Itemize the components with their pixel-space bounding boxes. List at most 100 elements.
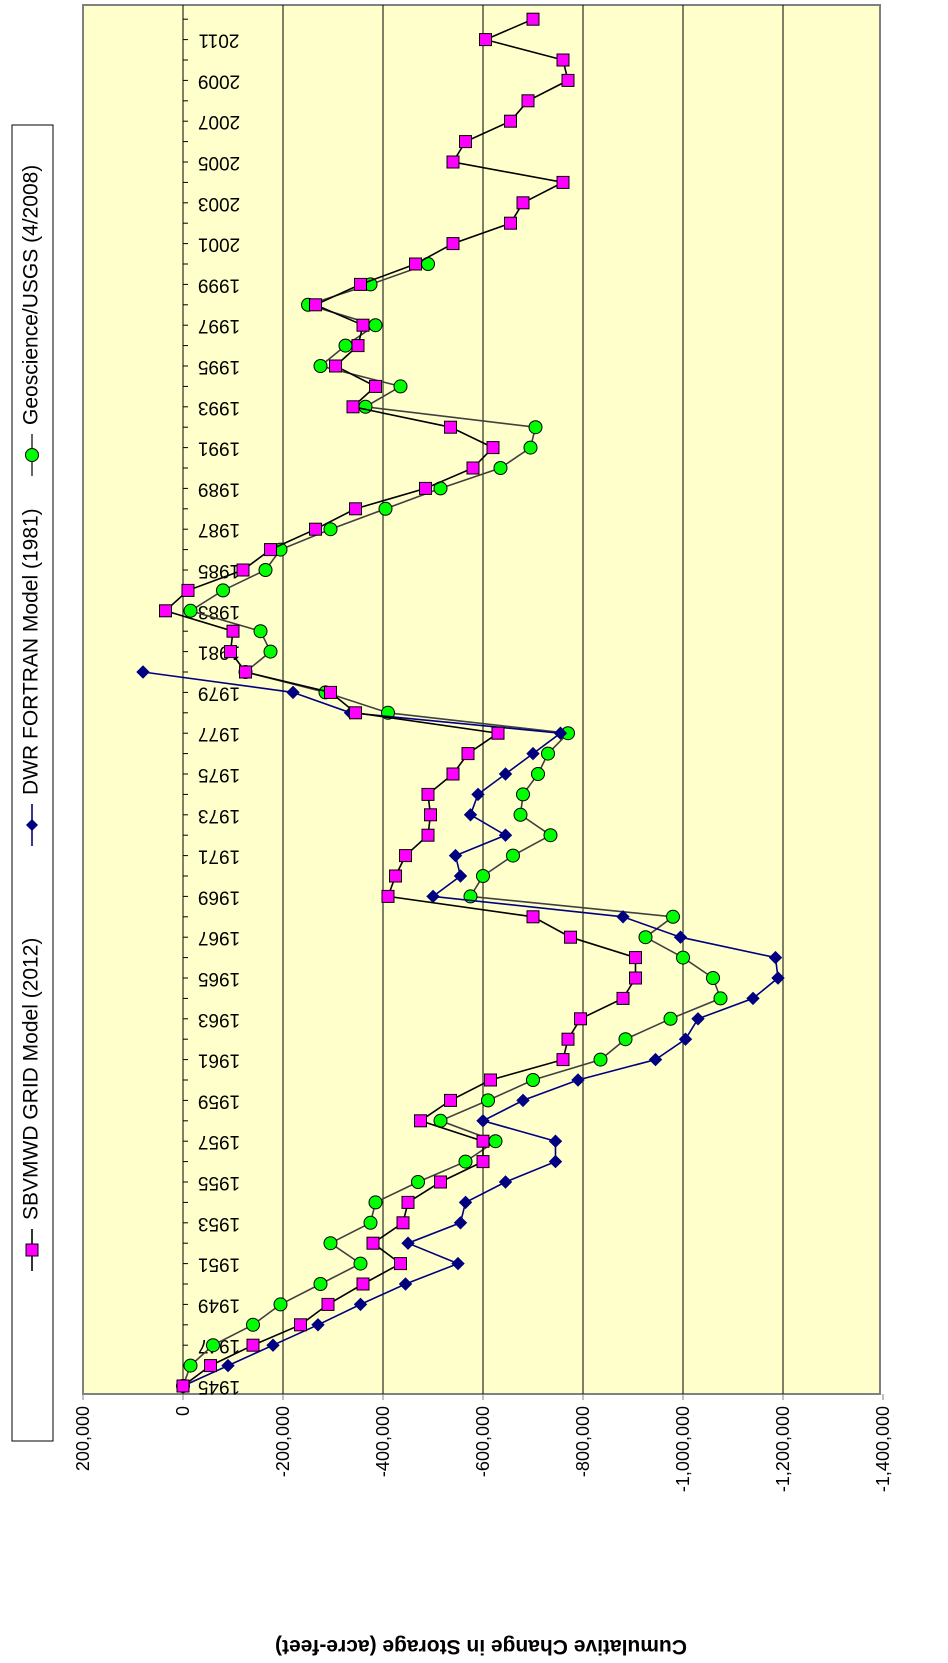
- data-point: [323, 522, 338, 537]
- data-point: [356, 1277, 370, 1291]
- data-point: [771, 971, 785, 985]
- data-point: [349, 502, 362, 516]
- data-point: [421, 787, 435, 801]
- y-axis-title: Cumulative Change in Storage (acre-feet): [275, 1635, 687, 1658]
- data-point: [618, 1032, 633, 1047]
- data-point: [561, 1032, 575, 1046]
- data-point: [183, 1358, 198, 1373]
- data-point: [398, 1277, 413, 1291]
- data-point: [394, 1257, 407, 1271]
- series-2: [136, 665, 785, 1393]
- y-tick-label: -1,000,000: [673, 1406, 693, 1492]
- x-tick-label: 1967: [198, 927, 240, 948]
- data-point: [286, 685, 300, 700]
- y-tick-label: -1,200,000: [773, 1406, 793, 1492]
- legend-box: [11, 124, 54, 1442]
- data-point: [556, 175, 570, 189]
- data-point: [216, 583, 230, 598]
- x-tick-label: 1959: [198, 1090, 240, 1111]
- y-tick-label: -1,400,000: [873, 1406, 893, 1492]
- data-point: [324, 685, 337, 699]
- data-point: [263, 644, 278, 659]
- data-point: [666, 909, 680, 924]
- data-point: [351, 339, 365, 353]
- data-point: [541, 746, 555, 761]
- x-tick-label: 1975: [198, 764, 240, 785]
- data-point: [476, 1114, 490, 1128]
- data-point: [564, 930, 577, 944]
- x-tick-label: 1979: [198, 682, 240, 703]
- data-point: [246, 1317, 260, 1332]
- x-tick-label: 2011: [199, 30, 240, 51]
- data-point: [458, 1154, 473, 1169]
- data-point: [206, 1338, 220, 1353]
- data-point: [516, 787, 530, 802]
- data-point: [446, 237, 460, 251]
- x-tick-label: 1969: [198, 886, 240, 907]
- data-point: [183, 603, 198, 618]
- data-point: [176, 1379, 190, 1393]
- data-point: [548, 1154, 563, 1169]
- data-point: [294, 1318, 307, 1332]
- data-point: [768, 950, 783, 965]
- data-point: [329, 359, 342, 373]
- data-point: [411, 1175, 425, 1189]
- y-axis-title-group: Cumulative Change in Storage (acre-feet): [275, 1635, 687, 1658]
- x-tick-label: 1973: [198, 805, 240, 826]
- data-point: [309, 298, 322, 312]
- data-point: [273, 1297, 288, 1312]
- data-point: [136, 665, 150, 679]
- data-point: [448, 848, 463, 863]
- data-point: [396, 1216, 410, 1230]
- data-point: [571, 1073, 585, 1087]
- data-point: [444, 420, 457, 434]
- data-point: [354, 277, 367, 291]
- series-line: [142, 671, 779, 1387]
- data-point: [556, 53, 570, 67]
- data-point: [488, 1134, 503, 1149]
- data-point: [498, 1175, 513, 1189]
- data-point: [486, 441, 500, 455]
- data-point: [363, 1215, 378, 1230]
- data-point: [526, 1073, 540, 1087]
- data-point: [421, 828, 435, 842]
- data-point: [446, 155, 460, 169]
- data-point: [434, 1175, 447, 1189]
- y-tick-label: -400,000: [373, 1406, 393, 1477]
- x-tick-label: 1963: [198, 1009, 240, 1030]
- data-point: [221, 1358, 235, 1373]
- x-tick-label: 2009: [198, 70, 240, 91]
- x-tick-label: 2003: [198, 193, 240, 214]
- legend-label: Geoscience/USGS (4/2008): [20, 165, 43, 425]
- legend-label: SBVMWD GRID Model (2012): [20, 938, 43, 1220]
- data-point: [479, 33, 492, 47]
- x-tick-label: 1955: [198, 1172, 240, 1193]
- data-point: [553, 726, 568, 740]
- data-point: [401, 1236, 415, 1250]
- legend-label: DWR FORTRAN Model (1981): [20, 508, 43, 795]
- data-point: [323, 1236, 338, 1251]
- x-tick-label: 1987: [198, 519, 240, 540]
- x-tick-label: 1989: [198, 478, 240, 499]
- data-point: [531, 767, 545, 781]
- data-point: [616, 991, 630, 1005]
- series-1: [159, 12, 642, 1393]
- data-point: [528, 420, 543, 435]
- legend-item: Geoscience/USGS (4/2008): [20, 165, 43, 476]
- data-point: [393, 379, 408, 394]
- legend: SBVMWD GRID Model (2012) DWR FORTRAN Mode…: [11, 124, 54, 1442]
- legend-marker: [25, 448, 39, 462]
- y-tick-label: 200,000: [73, 1406, 93, 1471]
- x-tick-label: 1971: [198, 846, 240, 867]
- data-point: [401, 1195, 415, 1209]
- data-point: [409, 257, 422, 271]
- x-tick-label: 2001: [198, 234, 240, 255]
- x-tick-label: 1999: [198, 274, 240, 295]
- data-point: [506, 848, 520, 863]
- data-point: [446, 767, 460, 781]
- x-tick-label: 1953: [198, 1213, 240, 1234]
- data-point: [349, 706, 362, 720]
- y-tick-label: -200,000: [273, 1406, 293, 1477]
- data-point: [548, 1134, 563, 1148]
- data-point: [204, 1359, 217, 1373]
